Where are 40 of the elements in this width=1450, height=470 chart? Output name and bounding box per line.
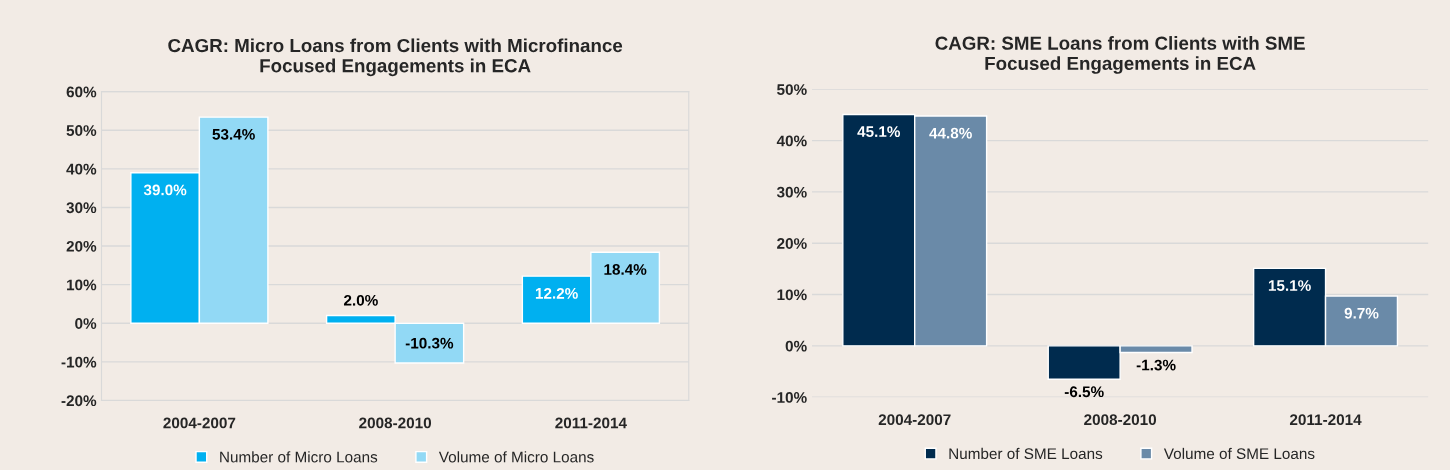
y-tick-label: 30% <box>66 202 97 214</box>
data-label: 18.4% <box>604 264 647 275</box>
y-tick-label: 50% <box>777 84 807 95</box>
legend-label: Volume of Micro Loans <box>438 451 594 463</box>
y-tick-label: 40% <box>776 135 807 147</box>
chart-title: CAGR: Micro Loans from Clients with Microfinance Focused Engagements in ECA <box>168 38 623 77</box>
data-label: 2.0% <box>343 294 378 306</box>
y-tick-label: 0% <box>785 340 807 352</box>
y-tick-label: 60% <box>66 86 97 98</box>
data-label: -10.3% <box>405 337 454 349</box>
data-label: -1.3% <box>1136 359 1176 371</box>
y-tick-label: 10% <box>777 289 807 301</box>
data-label: 9.7% <box>1344 307 1379 319</box>
x-tick-label: 2008-2010 <box>1084 414 1157 426</box>
legend-label: Number of Micro Loans <box>220 451 378 463</box>
x-tick-label: 2008-2010 <box>359 417 432 429</box>
data-label: 39.0% <box>143 184 187 196</box>
y-tick-label: 40% <box>66 163 97 175</box>
x-tick-label: 2011-2014 <box>1289 414 1362 426</box>
y-tick-label: 20% <box>66 240 97 252</box>
y-tick-label: 50% <box>66 125 97 136</box>
x-tick-label: 2011-2014 <box>555 417 627 429</box>
y-tick-label: 0% <box>75 318 97 329</box>
y-tick-label: -10% <box>61 356 97 368</box>
x-tick-label: 2004-2007 <box>878 414 951 426</box>
y-tick-label: 20% <box>777 238 807 249</box>
data-label: -6.5% <box>1064 386 1104 398</box>
y-tick-label: 30% <box>776 186 807 198</box>
data-label: 15.1% <box>1268 280 1311 291</box>
data-label: 53.4% <box>212 128 255 140</box>
legend-label: Volume of SME Loans <box>1163 447 1315 460</box>
legend-label: Number of SME Loans <box>949 447 1103 460</box>
data-label: 12.2% <box>535 287 578 299</box>
y-tick-label: -20% <box>61 395 97 407</box>
x-tick-label: 2004-2007 <box>163 417 236 429</box>
data-label: 45.1% <box>857 126 901 138</box>
y-tick-label: 10% <box>67 279 97 291</box>
y-tick-label: -10% <box>772 392 807 403</box>
data-label: 44.8% <box>929 127 972 139</box>
chart-title: CAGR: SME Loans from Clients with SME Focused Engagements in ECA <box>935 36 1305 74</box>
